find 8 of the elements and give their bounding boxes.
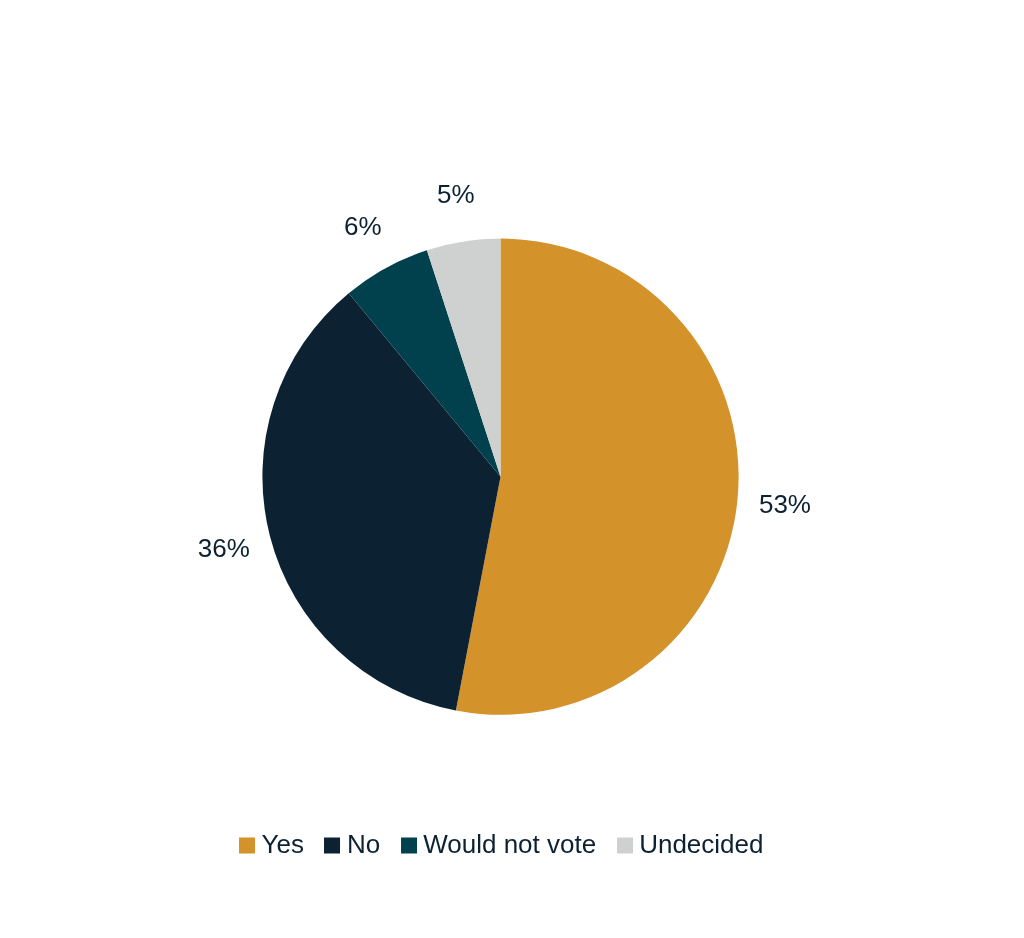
legend-label: No xyxy=(346,829,381,860)
data-label: 53% xyxy=(758,488,811,519)
legend-label: Undecided xyxy=(639,829,764,860)
data-label: 6% xyxy=(344,211,382,242)
legend-label: Yes xyxy=(261,829,304,860)
data-label: 5% xyxy=(437,179,475,210)
legend-label: Would not vote xyxy=(423,829,597,860)
data-label: 36% xyxy=(197,532,250,563)
